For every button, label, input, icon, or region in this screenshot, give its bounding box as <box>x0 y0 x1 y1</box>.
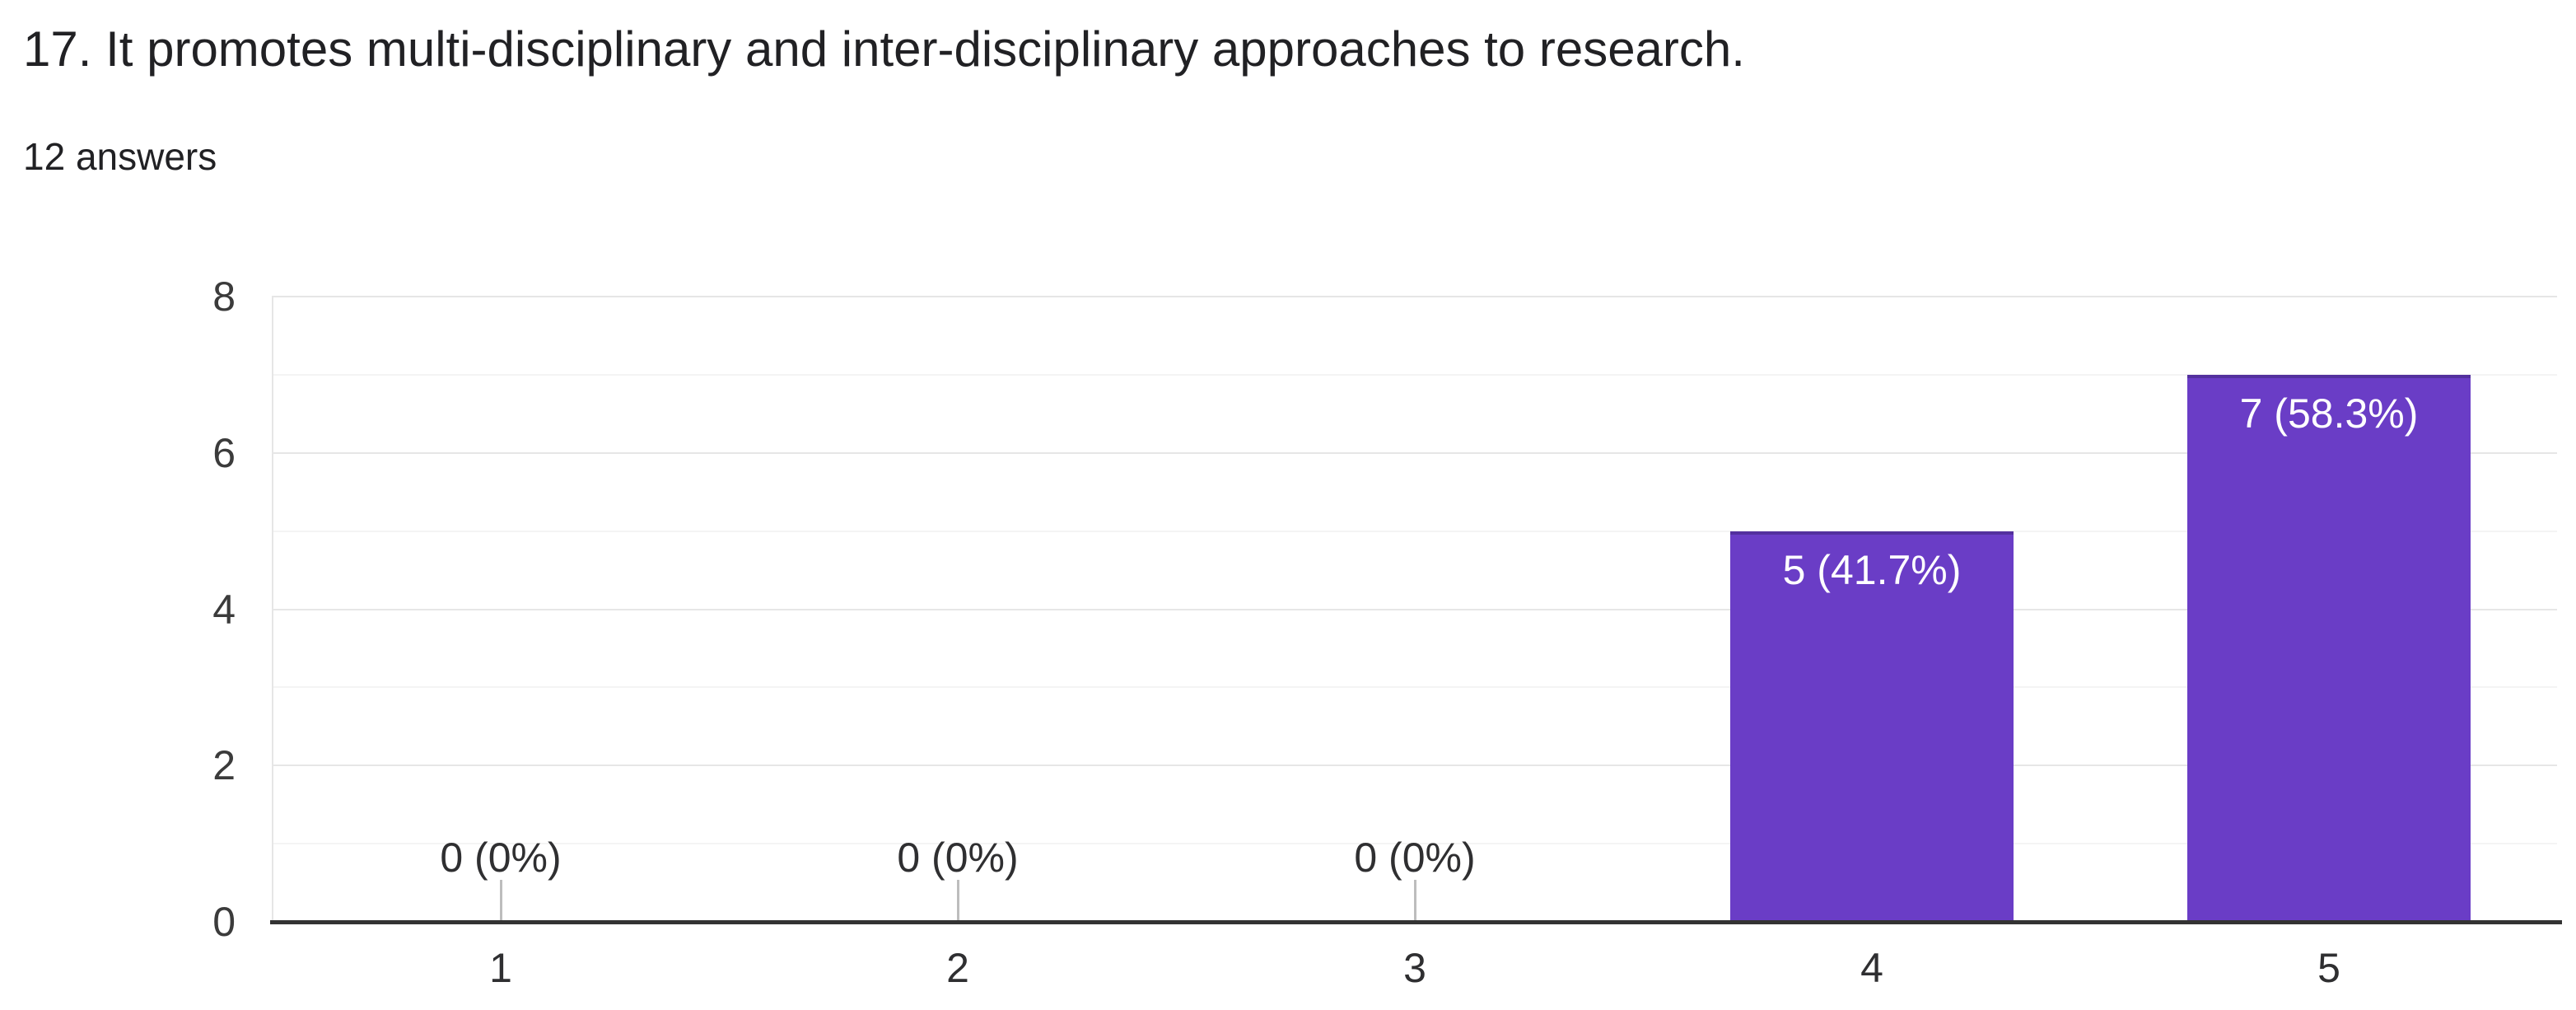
x-axis-tick-label: 1 <box>489 945 512 991</box>
gridline-minor <box>272 530 2557 532</box>
y-axis-tick-label: 8 <box>212 274 236 320</box>
zero-value-label: 0 (0%) <box>897 835 1019 881</box>
y-axis-tick-label: 0 <box>212 899 236 945</box>
x-axis-tick-label: 4 <box>1860 945 1883 991</box>
y-axis-tick-label: 4 <box>212 586 236 633</box>
bar <box>2187 375 2471 922</box>
bar-value-label: 7 (58.3%) <box>2239 390 2419 437</box>
y-axis-tick-label: 2 <box>212 742 236 789</box>
x-axis-tick-label: 5 <box>2317 945 2340 991</box>
gridline-major <box>272 608 2557 610</box>
x-tick-mark <box>1414 880 1416 922</box>
gridline-minor <box>272 843 2557 845</box>
x-tick-mark <box>500 880 502 922</box>
y-axis-tick-label: 6 <box>212 429 236 476</box>
gridline-minor <box>272 686 2557 689</box>
gridline-major <box>272 296 2557 297</box>
x-axis-tick-label: 2 <box>946 945 969 991</box>
zero-value-label: 0 (0%) <box>440 835 562 881</box>
gridline-minor <box>272 373 2557 376</box>
gridline-major <box>272 765 2557 767</box>
answers-count: 12 answers <box>23 135 217 178</box>
bar <box>1730 531 2014 922</box>
x-axis-line <box>270 920 2562 924</box>
x-tick-mark <box>957 880 959 922</box>
bar-value-label: 5 (41.7%) <box>1782 547 1962 593</box>
zero-value-label: 0 (0%) <box>1354 835 1476 881</box>
question-title: 17. It promotes multi-disciplinary and i… <box>23 21 1745 77</box>
x-axis-tick-label: 3 <box>1403 945 1426 991</box>
gridline-major <box>272 451 2557 454</box>
plot-left-border <box>272 297 273 922</box>
